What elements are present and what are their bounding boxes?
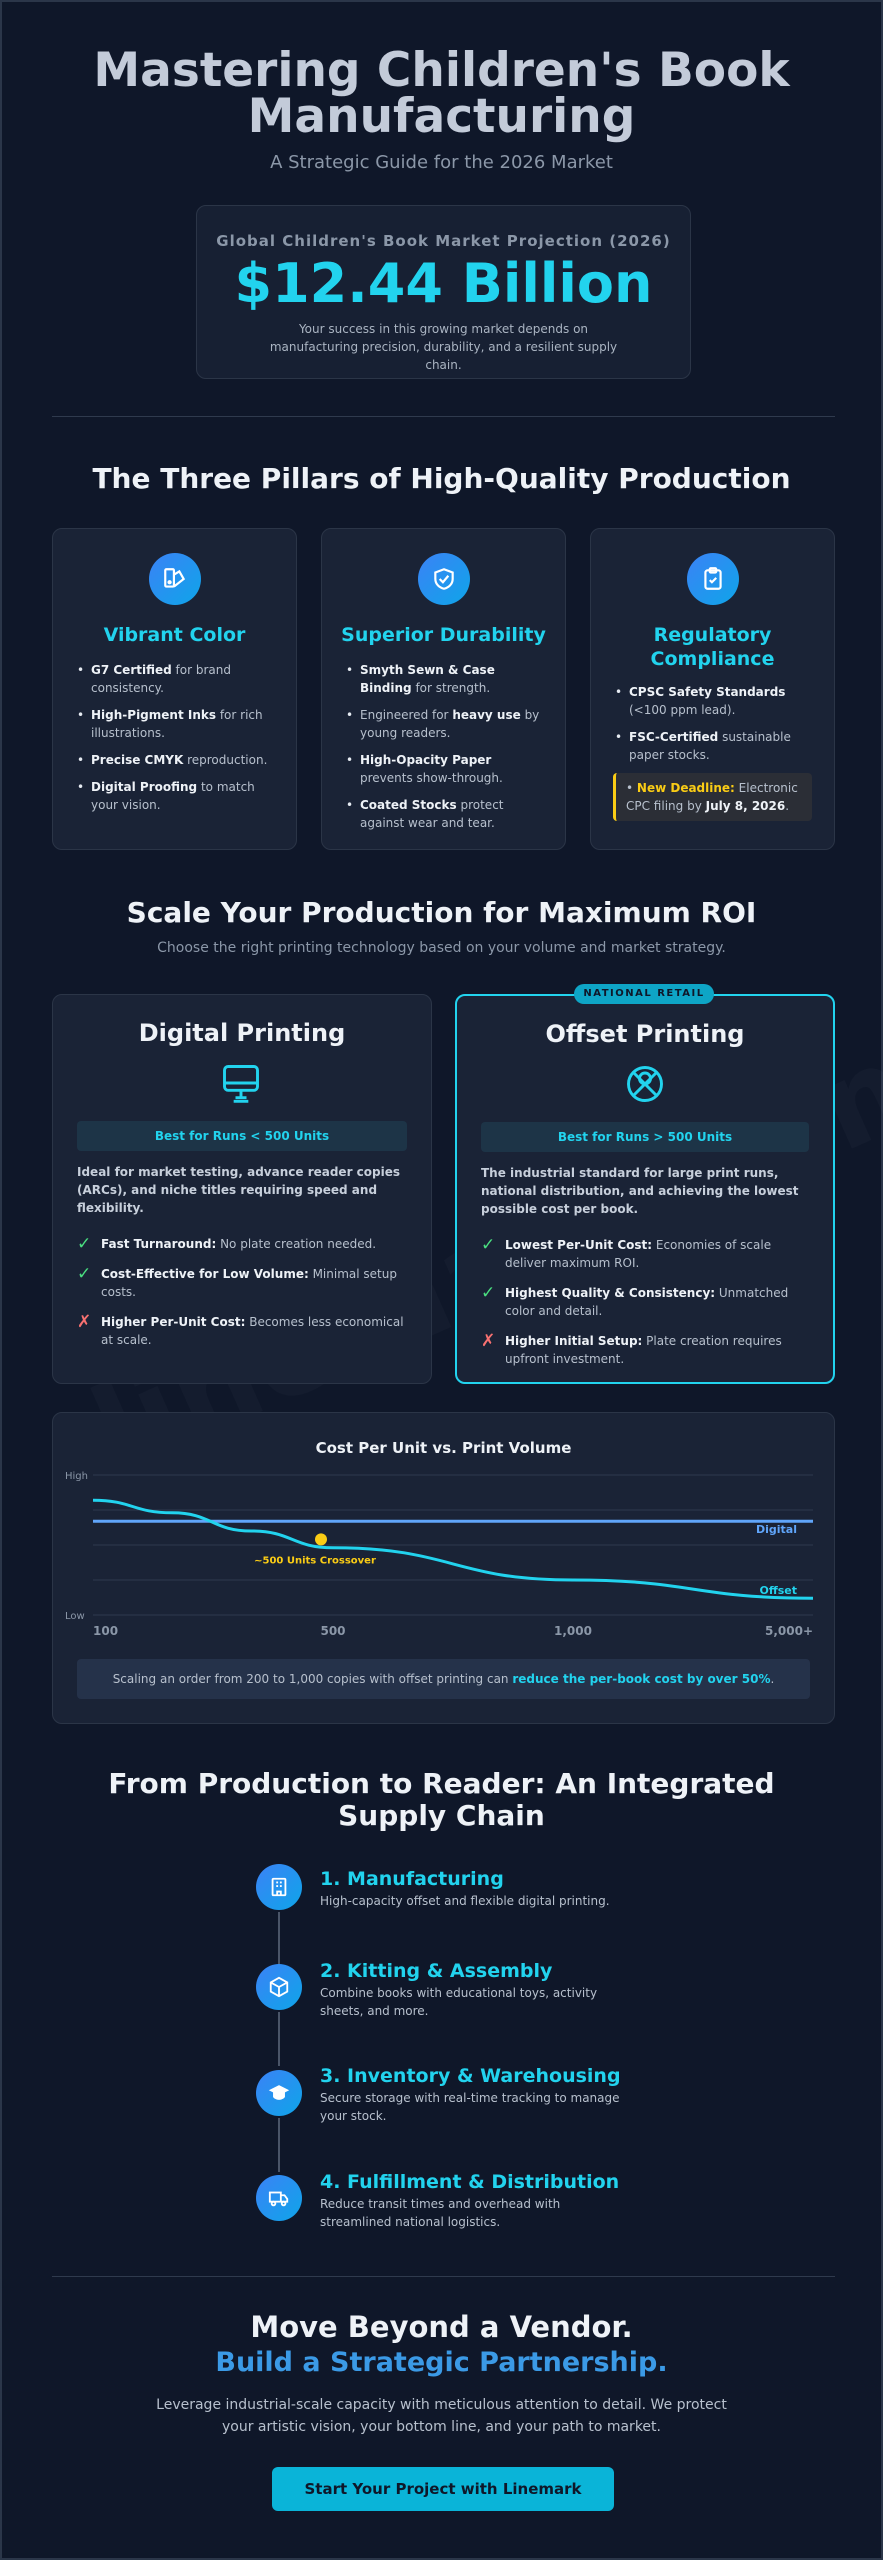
crossover-point [315, 1533, 327, 1546]
crossover-label: ~500 Units Crossover [254, 1556, 376, 1567]
market-stat-card: Global Children's Book Market Projection… [196, 205, 691, 379]
list-item: CPSC Safety Standards (<100 ppm lead). [613, 683, 816, 719]
pillar-title: Regulatory Compliance [650, 624, 775, 670]
box-icon [256, 1964, 302, 2010]
pillar-title: Vibrant Color [103, 624, 246, 646]
deadline-callout: • New Deadline: Electronic CPC filing by… [613, 773, 812, 821]
monitor-icon [219, 1061, 263, 1105]
start-project-button[interactable]: Start Your Project with Linemark [272, 2467, 614, 2511]
check-icon: ✓ [481, 1235, 496, 1255]
cross-icon: ✗ [77, 1312, 92, 1332]
step-description: Secure storage with real-time tracking t… [320, 2091, 620, 2123]
card-title: Offset Printing [545, 1020, 745, 1048]
chart-note: Scaling an order from 200 to 1,000 copie… [77, 1659, 810, 1699]
scale-heading: Scale Your Production for Maximum ROI [126, 896, 757, 929]
y-tick-label: Low [65, 1611, 85, 1622]
card-description: Ideal for market testing, advance reader… [77, 1165, 401, 1215]
list-item: ✓ Fast Turnaround: No plate creation need… [77, 1234, 377, 1254]
feature-list: ✓ Fast Turnaround: No plate creation need… [77, 1235, 407, 1361]
factory-icon [256, 1864, 302, 1910]
offset-press-icon [623, 1062, 667, 1106]
list-item: ✓ Lowest Per-Unit Cost: Economies of scal… [481, 1235, 772, 1270]
step-title: 4. Fulfillment & Distribution [320, 2171, 620, 2193]
page-subtitle: A Strategic Guide for the 2026 Market [270, 152, 613, 173]
list-item: Coated Stocks protect against wear and t… [344, 796, 547, 832]
warehouse-icon [256, 2070, 302, 2116]
x-tick-label: 1,000 [554, 1624, 592, 1638]
x-tick-label: 500 [320, 1624, 345, 1638]
pillar-list: Smyth Sewn & Case Binding for strength. … [344, 661, 547, 841]
x-tick-label: 5,000+ [765, 1624, 813, 1638]
digital-printing-card: Digital Printing Best for Runs < 500 Uni… [52, 994, 432, 1384]
step-title: 1. Manufacturing [320, 1868, 504, 1890]
divider [52, 416, 835, 417]
list-item: ✓ Highest Quality & Consistency: Unmatche… [481, 1283, 789, 1318]
list-item: High-Pigment Inks for rich illustrations… [75, 706, 278, 742]
supply-heading: From Production to Reader: An Integrated… [108, 1767, 775, 1832]
stat-value: $12.44 Billion [234, 252, 653, 315]
cta-body: Leverage industrial-scale capacity with … [156, 2397, 727, 2435]
stat-note: Your success in this growing market depe… [269, 322, 618, 372]
card-title: Digital Printing [138, 1019, 346, 1047]
pillars-heading: The Three Pillars of High-Quality Produc… [92, 462, 791, 495]
chart-title: Cost Per Unit vs. Print Volume [315, 1439, 572, 1457]
step-description: High-capacity offset and flexible digita… [320, 1894, 610, 1908]
x-tick-label: 100 [93, 1624, 118, 1638]
step-title: 3. Inventory & Warehousing [320, 2065, 621, 2087]
step-description: Combine books with educational toys, act… [320, 1986, 598, 2018]
series-line-offset [92, 1498, 814, 1600]
list-item: ✓ Cost-Effective for Low Volume: Minimal … [77, 1264, 397, 1299]
list-item: Smyth Sewn & Case Binding for strength. [344, 661, 547, 697]
clipboard-check-icon [687, 553, 739, 605]
feature-list: ✓ Lowest Per-Unit Cost: Economies of scal… [481, 1236, 809, 1380]
list-item: ✗ Higher Initial Setup: Plate creation re… [481, 1331, 782, 1366]
list-item: Precise CMYK reproduction. [75, 751, 278, 769]
pillar-card-durability: Superior Durability Smyth Sewn & Case Bi… [321, 528, 566, 850]
series-label: Offset [759, 1584, 797, 1597]
cta-subheading: Build a Strategic Partnership. [215, 2347, 668, 2378]
step-connector [278, 2118, 280, 2172]
truck-icon [256, 2175, 302, 2221]
step-description: Reduce transit times and overhead with s… [320, 2197, 561, 2229]
divider [52, 2276, 835, 2277]
series-label: Digital [756, 1523, 797, 1536]
cross-icon: ✗ [481, 1331, 496, 1351]
pillar-card-color: Vibrant Color G7 Certified for brand con… [52, 528, 297, 850]
cost-chart: High Low 100 500 1,000 5,000+ Digital Offset ~50… [65, 1471, 814, 1638]
shield-check-icon [418, 553, 470, 605]
check-icon: ✓ [77, 1234, 92, 1254]
check-icon: ✓ [77, 1264, 92, 1284]
step-connector [278, 2012, 280, 2066]
palette-icon [149, 553, 201, 605]
national-retail-badge: NATIONAL RETAIL [574, 984, 714, 1004]
scale-subheading: Choose the right printing technology bas… [157, 940, 726, 956]
pillar-title: Superior Durability [341, 624, 546, 646]
step-connector [278, 1912, 280, 1966]
list-item: FSC-Certified sustainable paper stocks. [613, 728, 816, 764]
list-item: Engineered for heavy use by young reader… [344, 706, 547, 742]
list-item: ✗ Higher Per-Unit Cost: Becomes less econ… [77, 1312, 404, 1347]
pillar-card-compliance: Regulatory Compliance CPSC Safety Standa… [590, 528, 835, 850]
list-item: G7 Certified for brand consistency. [75, 661, 278, 697]
step-title: 2. Kitting & Assembly [320, 1960, 553, 1982]
cta-heading: Move Beyond a Vendor. [250, 2310, 633, 2344]
pillar-list: G7 Certified for brand consistency. High… [75, 661, 278, 823]
list-item: High-Opacity Paper prevents show-through… [344, 751, 547, 787]
pillar-list: CPSC Safety Standards (<100 ppm lead). F… [613, 683, 816, 773]
card-description: The industrial standard for large print … [481, 1166, 799, 1216]
cost-chart-card: Cost Per Unit vs. Print Volume High Low 10… [52, 1412, 835, 1724]
y-tick-label: High [65, 1471, 88, 1482]
best-for-banner: Best for Runs < 500 Units [77, 1121, 407, 1151]
stat-label: Global Children's Book Market Projection… [216, 232, 671, 250]
best-for-banner: Best for Runs > 500 Units [481, 1122, 809, 1152]
offset-printing-card: Offset Printing Best for Runs > 500 Unit… [455, 994, 835, 1384]
check-icon: ✓ [481, 1283, 496, 1303]
page-title: Mastering Children's Book Manufacturing [93, 43, 790, 144]
list-item: Digital Proofing to match your vision. [75, 778, 278, 814]
